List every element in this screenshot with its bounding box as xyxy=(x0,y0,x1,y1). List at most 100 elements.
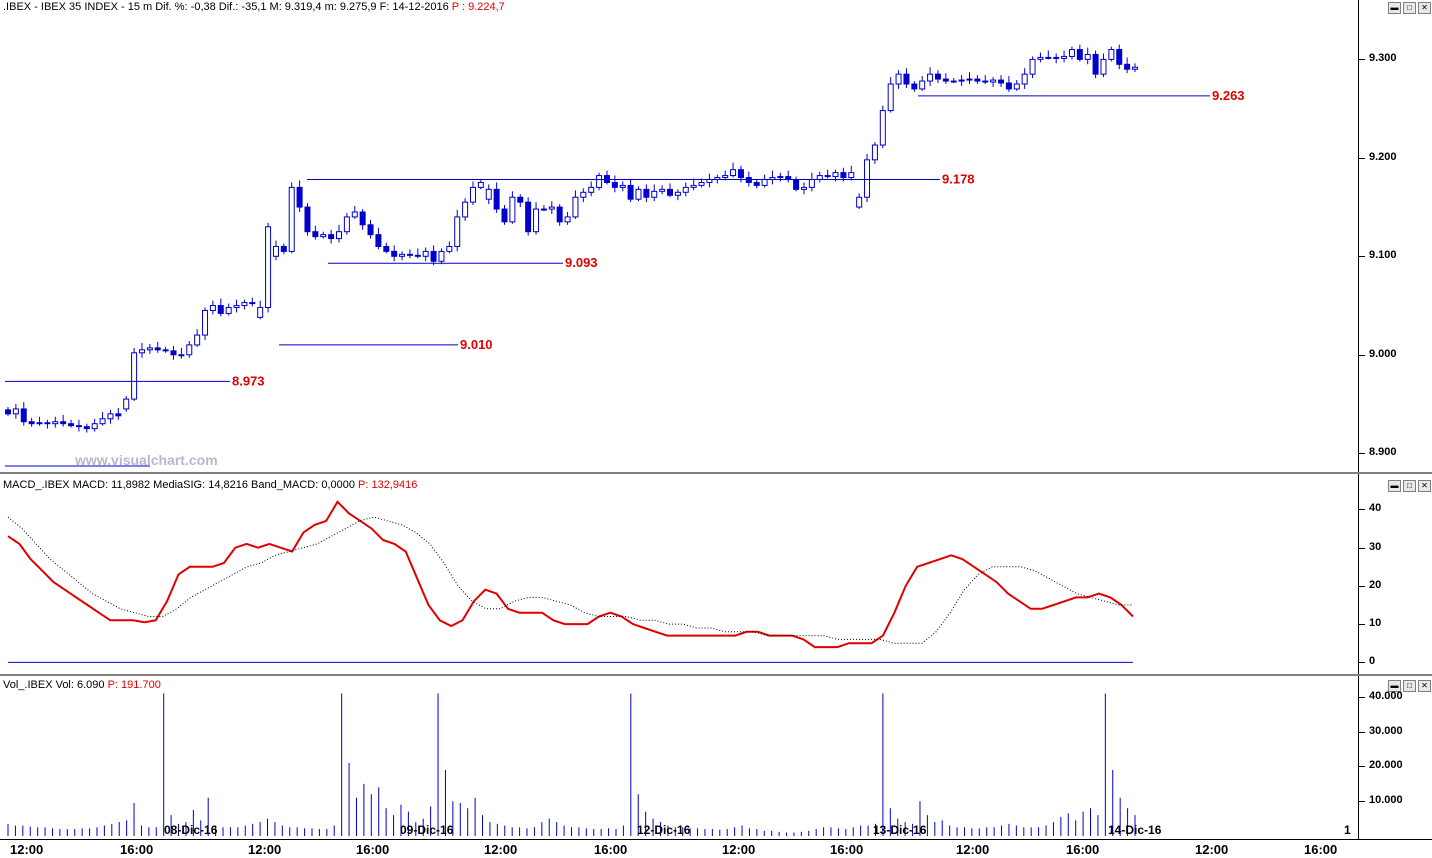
candle-body xyxy=(304,206,311,233)
pane-separator[interactable] xyxy=(0,674,1432,676)
macd-pane-title: MACD_.IBEX MACD: 11,8982 MediaSIG: 14,82… xyxy=(3,479,417,491)
candle-body xyxy=(1100,58,1107,75)
close-icon[interactable]: ✕ xyxy=(1418,2,1431,14)
candle-body xyxy=(288,186,295,252)
candle-body xyxy=(596,175,603,188)
candle-body xyxy=(540,208,547,211)
maximize-icon[interactable]: □ xyxy=(1403,2,1416,14)
macd-tick-label-mark xyxy=(1359,547,1365,549)
candle-body xyxy=(871,144,878,161)
macd-title-p: P: 132,9416 xyxy=(358,479,418,491)
candle-body xyxy=(5,409,11,415)
candle-body xyxy=(154,347,161,351)
candle-body xyxy=(533,208,540,233)
candle-body xyxy=(202,309,209,336)
candle-body xyxy=(336,231,343,240)
minimize-icon[interactable]: ▬ xyxy=(1388,680,1401,692)
candle-body xyxy=(272,245,279,257)
candle-body xyxy=(138,349,145,354)
level-label: 9.178 xyxy=(942,172,975,187)
pane-separator[interactable] xyxy=(0,472,1432,474)
candle-body xyxy=(1037,56,1044,60)
candle-body xyxy=(588,186,595,193)
price-tick-label: 9.200 xyxy=(1369,150,1397,163)
candle-body xyxy=(737,169,744,179)
candle-body xyxy=(75,425,82,428)
candle-body xyxy=(257,307,264,318)
candle-body xyxy=(1076,49,1083,60)
macd-chart xyxy=(7,500,1134,663)
volume-tick-label: 20.000 xyxy=(1369,759,1403,772)
time-label: 16:00 xyxy=(594,842,628,857)
candle-body xyxy=(919,80,926,90)
macd-tick-label: 0 xyxy=(1369,655,1376,668)
price-title-p: P : 9.224,7 xyxy=(451,1,505,13)
candle-body xyxy=(296,186,303,208)
candle-body xyxy=(879,110,886,146)
candle-body xyxy=(619,184,626,188)
volume-chart: 08-Dic-16 09-Dic-16 12-Dic-16 13-Dic-16 14-D… xyxy=(7,693,1351,837)
volume-tick-label-mark xyxy=(1359,731,1365,733)
volume-corner-label: 1 xyxy=(1344,823,1351,837)
candle-body xyxy=(430,250,437,262)
time-label: 12:00 xyxy=(956,842,990,857)
volume-tick-label-mark xyxy=(1359,801,1365,803)
candle-body xyxy=(225,307,232,314)
volume-pane-title: Vol_.IBEX Vol: 6.090 P: 191.700 xyxy=(3,679,161,691)
candle-body xyxy=(28,421,35,425)
candle-body xyxy=(209,305,216,311)
close-icon[interactable]: ✕ xyxy=(1418,480,1431,492)
candle-body xyxy=(1053,56,1060,59)
price-chart: 8.973 9.010 9.093 9.178 9.263 xyxy=(5,44,1245,467)
minimize-icon[interactable]: ▬ xyxy=(1388,2,1401,14)
macd-tick-label-mark xyxy=(1359,662,1365,664)
candle-body xyxy=(186,344,193,356)
candle-body xyxy=(123,398,130,410)
candle-body xyxy=(572,196,579,218)
candle-body xyxy=(856,196,863,208)
macd-tick-label-mark xyxy=(1359,509,1365,511)
candle-body xyxy=(611,181,618,188)
candle-body xyxy=(635,188,642,200)
candle-body xyxy=(950,80,957,83)
candle-body xyxy=(1029,58,1036,75)
candle-body xyxy=(367,224,374,236)
candle-body xyxy=(864,159,871,198)
candle-body xyxy=(320,234,327,238)
candle-body xyxy=(966,78,973,81)
volume-tick-label-mark xyxy=(1359,696,1365,698)
maximize-icon[interactable]: □ xyxy=(1403,480,1416,492)
candle-body xyxy=(1061,55,1068,59)
candle-body xyxy=(998,79,1005,84)
candle-body xyxy=(1092,53,1099,75)
candle-body xyxy=(525,201,532,233)
minimize-icon[interactable]: ▬ xyxy=(1388,480,1401,492)
candle-body xyxy=(627,184,634,200)
macd-pane[interactable]: MACD_.IBEX MACD: 11,8982 MediaSIG: 14,82… xyxy=(0,474,1358,674)
time-label: 12:00 xyxy=(248,842,282,857)
candle-body xyxy=(832,172,839,178)
candle-body xyxy=(800,186,807,190)
candle-body xyxy=(990,79,997,83)
candle-body xyxy=(848,172,855,179)
volume-window-controls: ▬ □ ✕ xyxy=(1388,680,1431,692)
candle-body xyxy=(674,191,681,196)
candle-body xyxy=(131,352,138,400)
candle-body xyxy=(942,78,949,82)
candle-body xyxy=(730,169,737,177)
macd-axis: ▬ □ ✕ 0 10 20 30 40 xyxy=(1358,474,1432,674)
price-pane[interactable]: .IBEX - IBEX 35 INDEX - 15 m Dif. %: -0,… xyxy=(0,0,1358,472)
candle-body xyxy=(580,191,587,198)
signal-line xyxy=(7,516,1133,644)
candle-body xyxy=(667,188,674,196)
candle-body xyxy=(659,188,666,192)
price-tick-label-mark xyxy=(1359,453,1365,455)
candle-body xyxy=(887,83,894,112)
maximize-icon[interactable]: □ xyxy=(1403,680,1416,692)
candle-body xyxy=(682,186,689,193)
macd-tick-label: 40 xyxy=(1369,502,1382,515)
candle-body xyxy=(170,350,177,356)
candle-body xyxy=(280,245,287,252)
volume-pane[interactable]: Vol_.IBEX Vol: 6.090 P: 191.700 08-Dic-1… xyxy=(0,676,1358,839)
close-icon[interactable]: ✕ xyxy=(1418,680,1431,692)
